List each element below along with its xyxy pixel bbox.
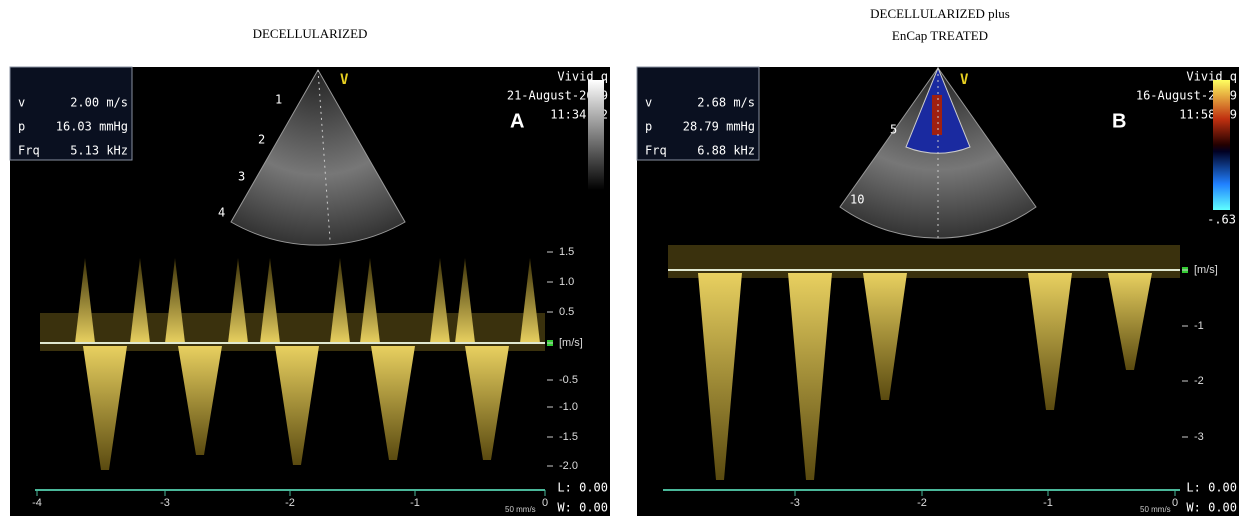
time-label: -2 xyxy=(917,497,927,509)
time-label: -4 xyxy=(32,497,42,509)
velocity-label: -2 xyxy=(1194,375,1204,387)
time-label: -1 xyxy=(410,497,420,509)
velocity-label: -1.0 xyxy=(559,401,578,413)
velocity-label: -1 xyxy=(1194,320,1204,332)
sweep-speed: 50 mm/s xyxy=(505,505,536,514)
color-bar xyxy=(1213,80,1230,210)
footer-text: W: 0.00 xyxy=(557,501,608,515)
footer-text: L: 0.00 xyxy=(1186,481,1237,495)
color-scale-label: -.63 xyxy=(1207,213,1236,227)
panel-label: B xyxy=(1112,110,1126,132)
time-label: -3 xyxy=(160,497,170,509)
footer-text: L: 0.00 xyxy=(557,481,608,495)
time-label: 0 xyxy=(1172,497,1178,509)
readout-key: Frq xyxy=(645,144,667,158)
view-marker: V xyxy=(340,72,349,88)
panel-title: EnCap TREATED xyxy=(892,28,988,43)
readout-value: 16.03 mmHg xyxy=(56,120,128,134)
readout-value: 2.00 m/s xyxy=(70,96,128,110)
readout-value: 5.13 kHz xyxy=(70,144,128,158)
time-label: -3 xyxy=(790,497,800,509)
time-label: -2 xyxy=(285,497,295,509)
view-marker: V xyxy=(960,72,969,88)
depth-mark: 3 xyxy=(238,170,245,184)
readout-key: p xyxy=(645,120,652,134)
depth-mark: 2 xyxy=(258,133,265,147)
velocity-label: [m/s] xyxy=(1194,264,1218,276)
depth-mark: 5 xyxy=(890,123,897,137)
readout-value: 6.88 kHz xyxy=(697,144,755,158)
velocity-label: -1.5 xyxy=(559,431,578,443)
panel-label: A xyxy=(510,110,524,132)
depth-mark: 1 xyxy=(275,93,282,107)
readout-value: 28.79 mmHg xyxy=(683,120,755,134)
velocity-label: -2.0 xyxy=(559,460,578,472)
velocity-label: 1.5 xyxy=(559,246,574,258)
noise-band xyxy=(668,245,1180,278)
footer-text: W: 0.00 xyxy=(1186,501,1237,515)
color-flow xyxy=(932,95,942,135)
velocity-label: [m/s] xyxy=(559,337,583,349)
readout-value: 2.68 m/s xyxy=(697,96,755,110)
gray-bar xyxy=(588,80,604,190)
figure: DECELLULARIZED V 1 2 3 4 v 2.00 m/s p 16.03 mmHg F… xyxy=(0,0,1239,516)
velocity-label: -0.5 xyxy=(559,374,578,386)
panel-title: DECELLULARIZED xyxy=(253,26,368,41)
velocity-label: 1.0 xyxy=(559,276,574,288)
panel-title: DECELLULARIZED plus xyxy=(870,6,1010,21)
depth-mark: 4 xyxy=(218,206,225,220)
sweep-speed: 50 mm/s xyxy=(1140,505,1171,514)
velocity-label: 0.5 xyxy=(559,306,574,318)
readout-key: v xyxy=(18,96,25,110)
time-label: -1 xyxy=(1043,497,1053,509)
depth-mark: 10 xyxy=(850,193,864,207)
readout-key: p xyxy=(18,120,25,134)
velocity-label: -3 xyxy=(1194,431,1204,443)
readout-key: Frq xyxy=(18,144,40,158)
time-label: 0 xyxy=(542,497,548,509)
readout-key: v xyxy=(645,96,652,110)
